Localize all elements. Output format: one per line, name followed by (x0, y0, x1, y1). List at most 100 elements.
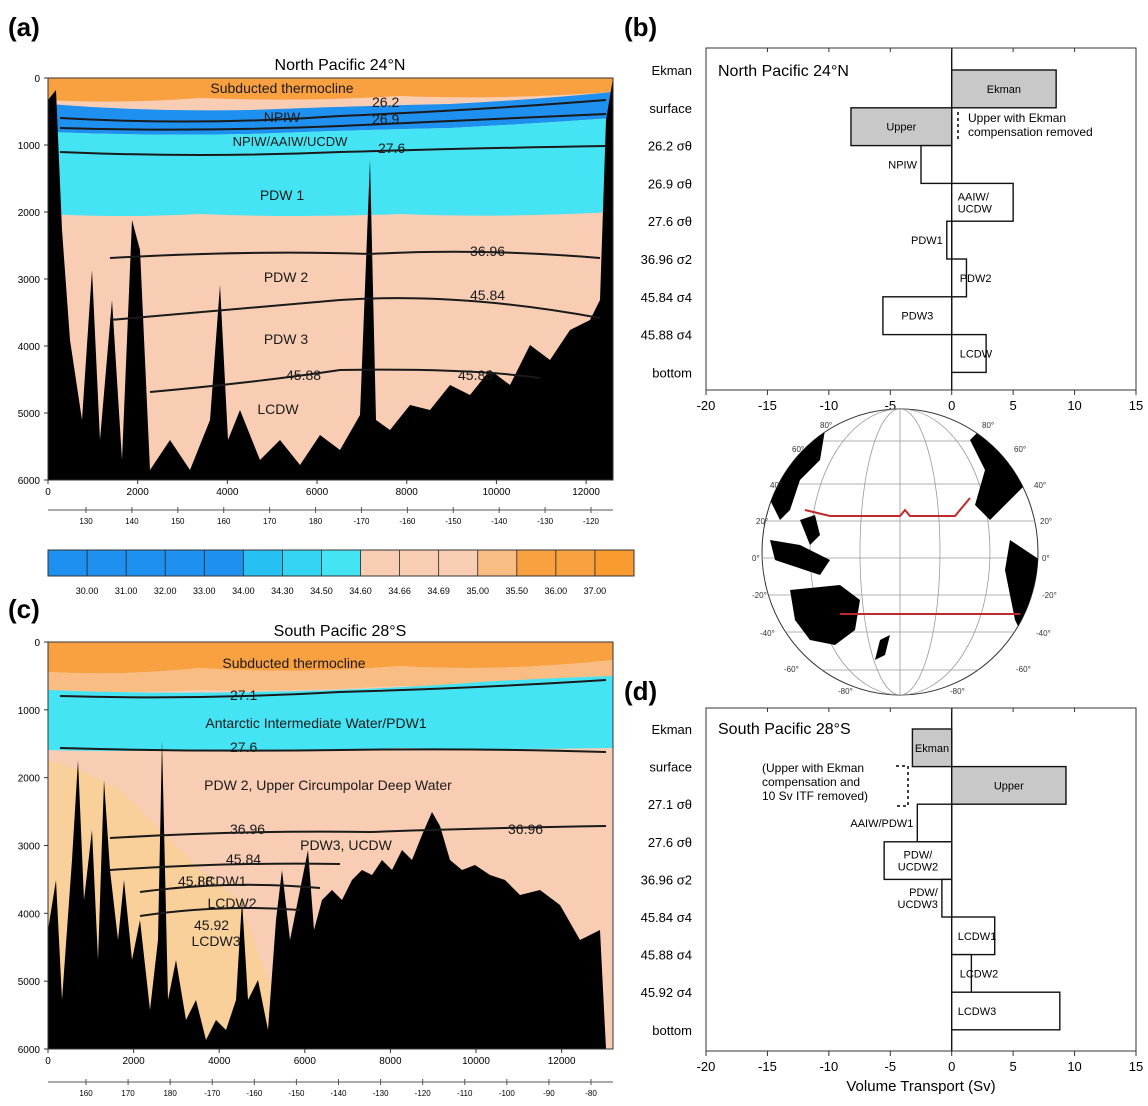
distance-tick-label: 4000 (208, 1056, 231, 1067)
colorbar-tick-label: 30.00 (76, 586, 99, 596)
water-label-a-1: NPIW (264, 109, 301, 125)
x-tick-label: -20 (697, 398, 716, 413)
bar-label-line: UCDW (958, 203, 993, 215)
colorbar-cell (516, 550, 557, 576)
lat-label-1: 60° (792, 445, 804, 454)
section-a-bathymetry (48, 78, 613, 480)
bar-label: Ekman (987, 84, 1021, 96)
chart-b-note: Upper with Ekman compensation removed (968, 111, 1093, 139)
panel-label-c: (c) (8, 594, 40, 624)
level-label: 45.84 σ4 (641, 910, 692, 925)
colorbar-tick-label: 36.00 (545, 586, 568, 596)
level-label: 45.92 σ4 (641, 985, 692, 1000)
bar-label: AAIW/UCDW (958, 191, 993, 215)
lat-label-3b: 20° (1040, 517, 1052, 526)
x-tick-label: 5 (1010, 1059, 1017, 1074)
section-c-distance-ticks: 0 2000 4000 6000 8000 10000 12000 (45, 1049, 576, 1067)
depth-tick-label: 3000 (18, 842, 41, 853)
section-a-depth-ticks: 0 1000 2000 3000 4000 5000 6000 (18, 74, 48, 487)
transport-bar (951, 916, 996, 956)
distance-tick-label: 12000 (572, 487, 600, 498)
bar-label: Ekman (915, 743, 949, 755)
level-label: bottom (652, 1023, 692, 1038)
bar-label-line: PDW/ (909, 887, 939, 899)
water-label-c-4: LCDW1 (197, 873, 246, 889)
transport-bar (951, 258, 968, 298)
water-label-a-6: LCDW (257, 401, 299, 417)
bar-label-line: UCDW3 (898, 899, 938, 911)
section-c-longitude-ticks: 160 170 180 -170 -160 -150 -140 -130 -120 -110 -10… (79, 1079, 597, 1098)
distance-tick-label: 0 (45, 487, 51, 498)
bar-label-line: LCDW3 (958, 1006, 997, 1018)
x-tick-label: -10 (819, 1059, 838, 1074)
transport-bar (883, 841, 953, 881)
depth-tick-label: 5000 (18, 409, 41, 420)
water-label-c-2: PDW 2, Upper Circumpolar Deep Water (204, 777, 452, 793)
plot-frame (705, 47, 1137, 391)
section-c-aaiw-band (48, 676, 613, 751)
bar-label: PDW1 (911, 235, 943, 247)
colorbar-tick-label: 31.00 (115, 586, 138, 596)
distance-tick-label: 2000 (122, 1056, 145, 1067)
transport-bar (920, 144, 953, 185)
colorbar-tick-label: 35.00 (466, 586, 489, 596)
colorbar-cell (126, 550, 166, 576)
panel-label-d: (d) (624, 676, 657, 706)
depth-tick-label: 4000 (18, 909, 41, 920)
water-label-a-0: Subducted thermocline (210, 80, 353, 96)
depth-tick-label: 1000 (18, 706, 41, 717)
depth-tick-label: 0 (34, 638, 40, 649)
water-label-a-5: PDW 3 (264, 331, 309, 347)
contour-label-c-4: 45.84 (226, 851, 261, 867)
distance-tick-label: 8000 (396, 487, 419, 498)
level-label: Ekman (652, 63, 692, 78)
new-zealand-landmass (875, 635, 890, 660)
contour-label-a-0: 26.2 (372, 94, 399, 110)
x-tick-label: 15 (1129, 1059, 1143, 1074)
bar-label-line: PDW/ (904, 850, 934, 862)
contour-label-a-3: 36.96 (470, 243, 505, 259)
section-c-surface-layer (48, 642, 613, 674)
bar-label-line: LCDW (960, 349, 993, 361)
colorbar-tick-label: 34.30 (271, 586, 294, 596)
longitude-tick-label: -130 (537, 517, 554, 526)
longitude-tick-label: 160 (79, 1089, 93, 1098)
bar-label: AAIW/PDW1 (850, 818, 913, 830)
longitude-tick-label: -100 (499, 1089, 516, 1098)
indonesia-landmass (770, 540, 830, 575)
transport-bar (882, 296, 953, 336)
depth-tick-label: 2000 (18, 208, 41, 219)
x-tick-label: 15 (1129, 398, 1143, 413)
lat-label-5b: -20° (1042, 591, 1057, 600)
panel-label-b: (b) (624, 12, 657, 42)
bar-label-line: Ekman (915, 743, 949, 755)
water-label-c-0: Subducted thermocline (222, 655, 365, 671)
contour-label-a-5: 45.88 (286, 367, 321, 383)
bar-label-line: Upper (994, 780, 1024, 792)
bar-label-line: UCDW2 (898, 862, 938, 874)
bar-label: Upper (886, 122, 916, 134)
longitude-tick-label: 180 (163, 1089, 177, 1098)
x-tick-label: 10 (1067, 1059, 1081, 1074)
longitude-tick-label: 140 (125, 517, 139, 526)
bar-label-line: Ekman (987, 84, 1021, 96)
water-label-a-2: NPIW/AAIW/UCDW (233, 134, 349, 149)
longitude-tick-label: -160 (246, 1089, 263, 1098)
distance-tick-label: 8000 (379, 1056, 402, 1067)
lat-label-0b: 80° (982, 421, 994, 430)
colorbar-tick-label: 34.69 (427, 586, 450, 596)
lat-label-3: 20° (756, 517, 768, 526)
plot-frame (705, 707, 1137, 1052)
colorbar-cell (87, 550, 127, 576)
level-label: 26.9 σθ (648, 176, 692, 191)
panel-label-a: (a) (8, 12, 40, 42)
longitude-tick-label: -170 (353, 517, 370, 526)
level-label: 36.96 σ2 (641, 252, 692, 267)
lat-label-4: 0° (752, 554, 760, 563)
level-label: 27.1 σθ (648, 797, 692, 812)
longitude-tick-label: -120 (415, 1089, 432, 1098)
bar-label-line: LCDW1 (958, 931, 997, 943)
contour-label-a-6: 45.88 (458, 367, 493, 383)
section-a-title: North Pacific 24°N (275, 57, 406, 74)
